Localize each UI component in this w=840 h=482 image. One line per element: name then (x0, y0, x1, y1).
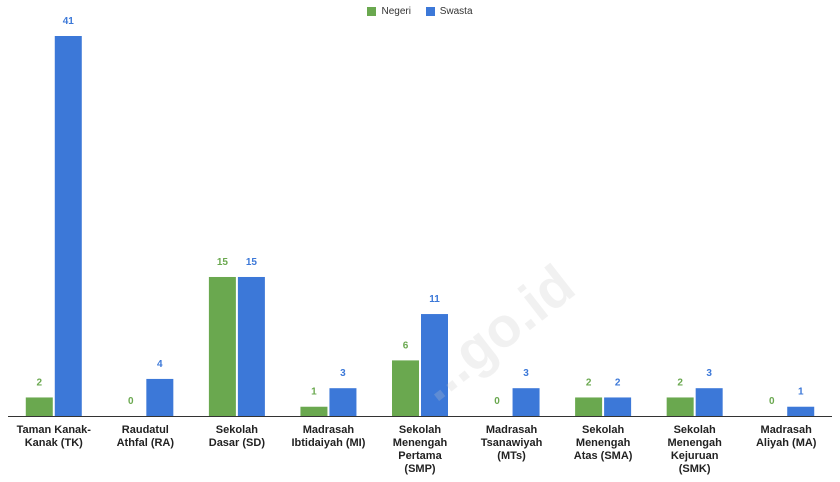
data-label-swasta-0: 41 (63, 16, 75, 27)
data-label-negeri-2: 15 (217, 257, 229, 268)
data-label-swasta-6: 2 (615, 377, 621, 388)
bar-negeri-3[interactable] (300, 407, 327, 416)
x-tick-label-4: Sekolah Menengah Pertama (SMP) (393, 424, 448, 475)
bar-negeri-0[interactable] (26, 397, 53, 416)
x-tick-label-8: Madrasah Aliyah (MA) (756, 424, 817, 449)
bar-swasta-5[interactable] (513, 388, 540, 416)
bar-swasta-7[interactable] (696, 388, 723, 416)
bar-negeri-6[interactable] (575, 397, 602, 416)
data-label-negeri-7: 2 (677, 377, 683, 388)
data-label-swasta-7: 3 (706, 368, 712, 379)
bar-negeri-2[interactable] (209, 277, 236, 416)
bar-swasta-4[interactable] (421, 314, 448, 416)
data-label-negeri-4: 6 (403, 340, 409, 351)
data-label-negeri-1: 0 (128, 396, 134, 407)
bar-swasta-6[interactable] (604, 397, 631, 416)
x-tick-label-1: Raudatul Athfal (RA) (117, 424, 175, 449)
x-tick-label-6: Sekolah Menengah Atas (SMA) (574, 424, 633, 462)
data-label-negeri-8: 0 (769, 396, 775, 407)
x-tick-label-2: Sekolah Dasar (SD) (209, 424, 266, 449)
bar-swasta-8[interactable] (787, 407, 814, 416)
x-tick-label-5: Madrasah Tsanawiyah (MTs) (481, 424, 543, 462)
data-label-swasta-1: 4 (157, 359, 163, 370)
bar-swasta-0[interactable] (55, 36, 82, 416)
data-label-swasta-2: 15 (246, 257, 258, 268)
data-label-swasta-3: 3 (340, 368, 346, 379)
bar-swasta-1[interactable] (146, 379, 173, 416)
x-tick-label-7: Sekolah Menengah Kejuruan (SMK) (667, 424, 722, 475)
data-label-negeri-0: 2 (36, 377, 42, 388)
x-tick-label-0: Taman Kanak-Kanak (TK) (17, 424, 92, 449)
data-label-negeri-3: 1 (311, 387, 317, 398)
data-label-negeri-5: 0 (494, 396, 500, 407)
data-label-swasta-8: 1 (798, 387, 804, 398)
bar-swasta-3[interactable] (329, 388, 356, 416)
bar-negeri-7[interactable] (667, 397, 694, 416)
bar-swasta-2[interactable] (238, 277, 265, 416)
data-label-swasta-5: 3 (523, 368, 529, 379)
data-label-negeri-6: 2 (586, 377, 592, 388)
bar-negeri-4[interactable] (392, 360, 419, 416)
x-tick-label-3: Madrasah Ibtidaiyah (MI) (291, 424, 365, 449)
data-label-swasta-4: 11 (429, 294, 440, 305)
